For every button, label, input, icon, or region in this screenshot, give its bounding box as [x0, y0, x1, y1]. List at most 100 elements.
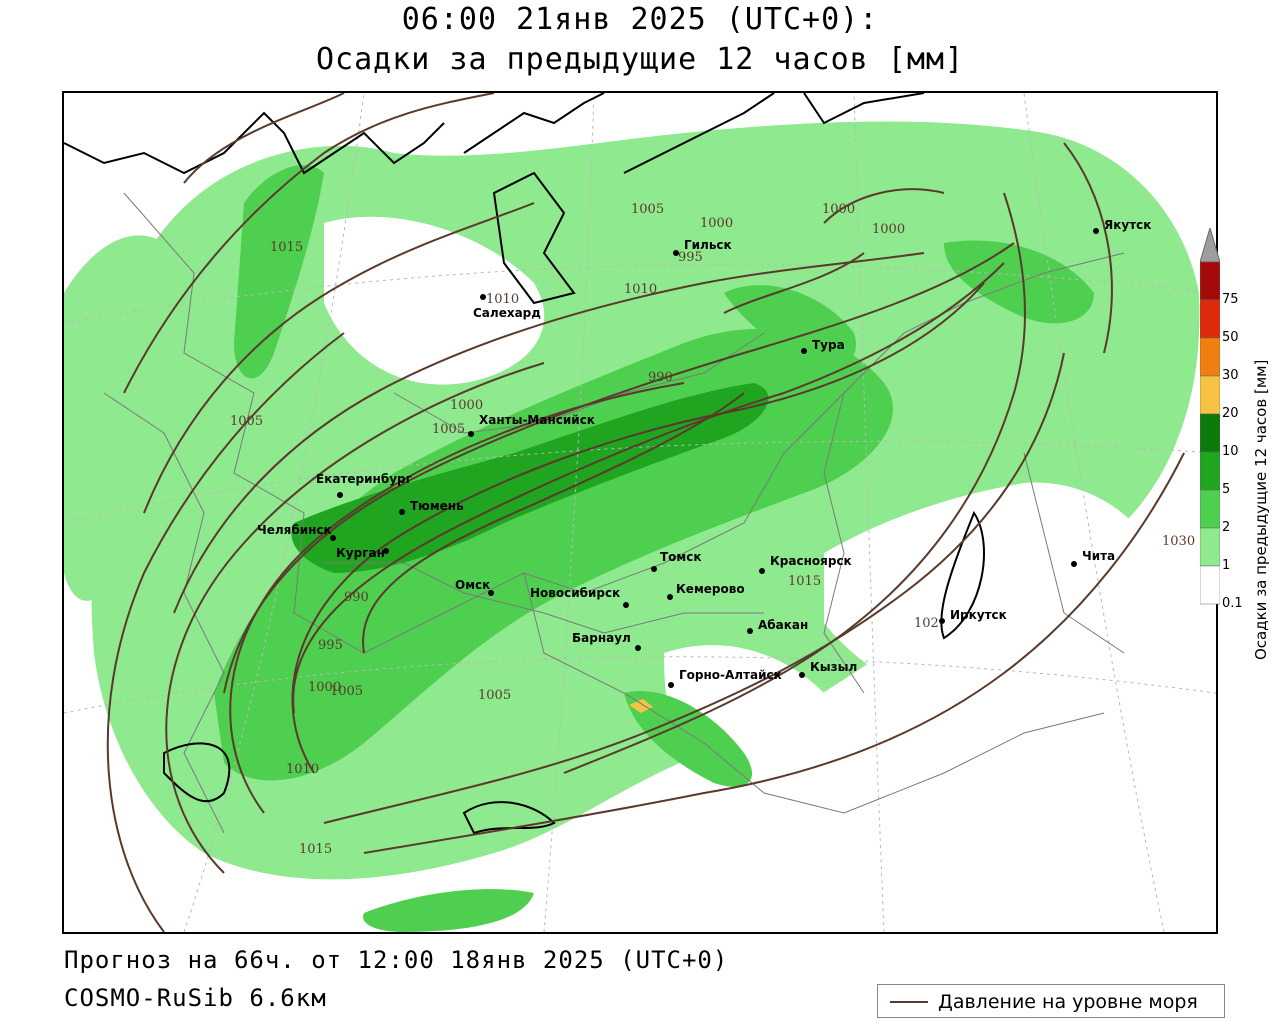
city-marker: [399, 509, 405, 515]
colorbar-level-label: 50: [1222, 330, 1239, 345]
city-marker: [668, 682, 674, 688]
isobar-value-label: 1000: [872, 222, 905, 237]
city-marker: [1093, 228, 1099, 234]
colorbar-segment: [1199, 413, 1221, 453]
colorbar-level-label: 1: [1222, 558, 1231, 573]
graticule: [64, 93, 1216, 932]
city-label: Омск: [455, 578, 490, 592]
colorbar-level-label: 2: [1222, 520, 1231, 535]
city-marker: [468, 431, 474, 437]
isobars: [106, 93, 1185, 932]
precip-light-northwest: [64, 235, 167, 601]
city-label: Челябинск: [257, 523, 332, 537]
city-marker: [667, 594, 673, 600]
isobar-value-label: 1000: [308, 680, 341, 695]
city-marker: [651, 566, 657, 572]
isobar-legend: Давление на уровне моря: [877, 984, 1225, 1018]
colorbar-segment: [1199, 527, 1221, 567]
colorbar-segment: [1199, 299, 1221, 339]
city-marker: [759, 568, 765, 574]
city-marker: [488, 590, 494, 596]
isobar-value-label: 1005: [330, 684, 363, 699]
city-label: Чита: [1082, 549, 1115, 563]
city-label: Томск: [660, 550, 702, 564]
precip-orange-spot: [629, 699, 653, 713]
city-label: Иркутск: [950, 608, 1007, 622]
isobar-value-label: 990: [344, 590, 369, 605]
city-marker: [383, 548, 389, 554]
precip-north-band: [724, 285, 856, 369]
colorbar-segment: [1199, 489, 1221, 529]
city-marker: [623, 602, 629, 608]
coastlines: [64, 93, 985, 835]
isobar-value-label: 1005: [478, 688, 511, 703]
city-marker: [799, 672, 805, 678]
colorbar-segment: [1199, 375, 1221, 415]
city-label: Екатеринбург: [316, 472, 412, 486]
city-marker: [480, 294, 486, 300]
precipitation-map: Якутск Салехард Тура Ханты-Мансийск Екатерин…: [62, 91, 1218, 934]
colorbar-level-label: 75: [1222, 292, 1239, 307]
isobar-legend-label: Давление на уровне моря: [938, 991, 1198, 1013]
forecast-info: Прогноз на 66ч. от 12:00 18янв 2025 (UTC…: [64, 946, 729, 974]
isobar-value-label: 995: [678, 250, 703, 265]
isobar-labels: 1015101010051000995990100010051010101510…: [230, 202, 1195, 857]
city-marker: [337, 492, 343, 498]
isobar-value-label: 1000: [700, 216, 733, 231]
region-borders: [103, 192, 1125, 834]
isobar-value-label: 1005: [631, 202, 664, 217]
precip-white-gap-east: [824, 482, 1164, 704]
map-title: 06:00 21янв 2025 (UTC+0):: [401, 2, 879, 37]
city-marker: [747, 628, 753, 634]
precip-white-gap-south: [664, 645, 830, 823]
colorbar-segment: [1199, 451, 1221, 491]
isobar-value-label: 1015: [788, 574, 821, 589]
colorbar-level-label: 5: [1222, 482, 1231, 497]
isobar-value-label: 1005: [230, 414, 263, 429]
city-marker: [673, 250, 679, 256]
colorbar-level-label: 10: [1222, 444, 1239, 459]
precip-layer: [64, 121, 1200, 932]
city-marker: [939, 618, 945, 624]
model-name: COSMO-RuSib 6.6км: [64, 984, 327, 1012]
isobar-value-label: 1010: [286, 762, 319, 777]
colorbar-segment: [1199, 337, 1221, 377]
city-marker: [330, 535, 336, 541]
isobar-value-label: 990: [648, 370, 673, 385]
precip-west-strip: [234, 164, 324, 379]
city-label: Ханты-Мансийск: [479, 413, 595, 427]
isobar-value-label: 102: [914, 616, 939, 631]
isobar-value-label: 1015: [270, 240, 303, 255]
isobar-value-label: 1000: [450, 398, 483, 413]
isobar-legend-line: [890, 1001, 928, 1003]
precip-southeast-patch: [624, 691, 753, 787]
city-label: Курган: [336, 546, 385, 560]
precip-medium-band: [214, 328, 893, 781]
isobar-value-label: 995: [318, 638, 343, 653]
city-label: Гильск: [684, 238, 732, 252]
isobar-value-label: 1005: [432, 422, 465, 437]
city-label: Тюмень: [410, 499, 464, 513]
precip-south-tail: [363, 889, 534, 932]
city-marker: [1071, 561, 1077, 567]
city-label: Кызыл: [810, 660, 857, 674]
isobar-value-label: 1000: [822, 202, 855, 217]
colorbar-segment: [1199, 565, 1221, 605]
city-label: Салехард: [473, 306, 541, 320]
colorbar-level-label: 20: [1222, 406, 1239, 421]
isobar-value-label: 1010: [624, 282, 657, 297]
city-label: Кемерово: [676, 582, 745, 596]
colorbar-overflow-triangle: [1199, 226, 1221, 263]
city-label: Новосибирск: [530, 586, 620, 600]
city-label: Якутск: [1104, 218, 1151, 232]
city-label: Горно-Алтайск: [679, 668, 782, 682]
colorbar-level-label: 0.1: [1222, 596, 1243, 611]
city-marker: [801, 348, 807, 354]
isobar-value-label: 1030: [1162, 534, 1195, 549]
isobar-value-label: 1010: [486, 292, 519, 307]
colorbar-segment: [1199, 261, 1221, 301]
city-label: Красноярск: [770, 554, 852, 568]
colorbar-level-label: 30: [1222, 368, 1239, 383]
city-label: Тура: [812, 338, 845, 352]
city-label: Барнаул: [572, 631, 631, 645]
